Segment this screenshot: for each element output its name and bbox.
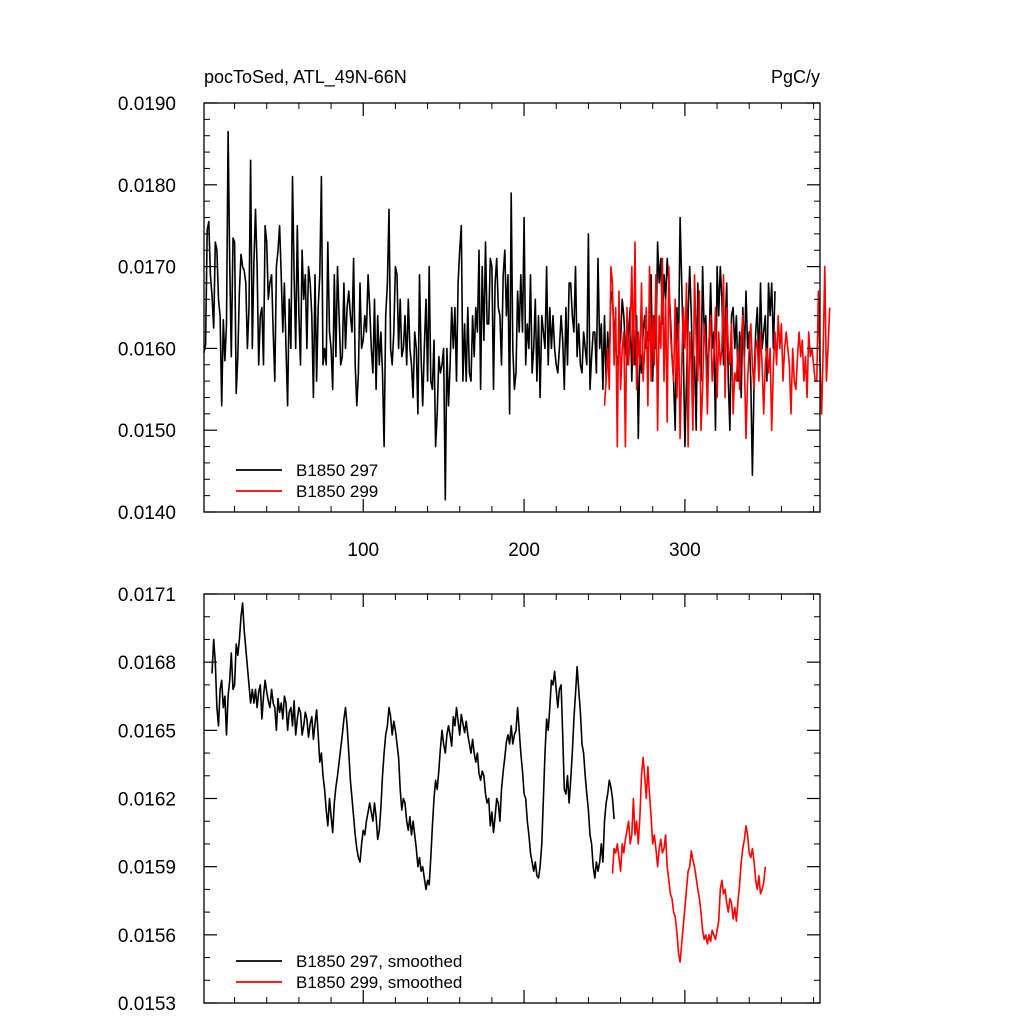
- legend-label: B1850 297: [296, 461, 378, 480]
- y-tick-label: 0.0171: [118, 585, 176, 606]
- x-tick-label: 300: [669, 540, 701, 561]
- y-tick-label: 0.0140: [118, 503, 176, 524]
- plot-frame: [203, 102, 821, 513]
- y-tick-label: 0.0168: [118, 653, 176, 674]
- top-panel: 100 200 300 0.0140 0.0150 0.0160 0.0170 0.0180 0…: [118, 67, 831, 561]
- series-line-b1850-299-smoothed: [611, 756, 767, 963]
- legend-label: B1850 299, smoothed: [296, 973, 462, 992]
- y-tick-label: 0.0156: [118, 926, 176, 947]
- y-tick-label: 0.0160: [118, 339, 176, 360]
- y-tick-label: 0.0170: [118, 258, 176, 279]
- chart-title: pocToSed, ATL_49N-66N: [204, 67, 407, 88]
- bottom-panel: 0.0153 0.0156 0.0159 0.0162 0.0165 0.0168 0.01…: [118, 585, 821, 1015]
- series-line-b1850-299: [603, 241, 831, 448]
- legend-label: B1850 297, smoothed: [296, 952, 462, 971]
- x-tick-label: 100: [347, 540, 379, 561]
- y-tick-label: 0.0153: [118, 994, 176, 1015]
- y-tick-label: 0.0162: [118, 790, 176, 811]
- legend-label: B1850 299: [296, 482, 378, 501]
- y-tick-label: 0.0180: [118, 176, 176, 197]
- y-tick-label: 0.0159: [118, 858, 176, 879]
- y-tick-label: 0.0190: [118, 94, 176, 115]
- x-tick-label: 200: [508, 540, 540, 561]
- series-line-b1850-297: [203, 130, 776, 501]
- units-label: PgC/y: [771, 67, 820, 87]
- y-tick-label: 0.0165: [118, 721, 176, 742]
- series-line-b1850-297-smoothed: [211, 602, 615, 891]
- y-tick-label: 0.0150: [118, 421, 176, 442]
